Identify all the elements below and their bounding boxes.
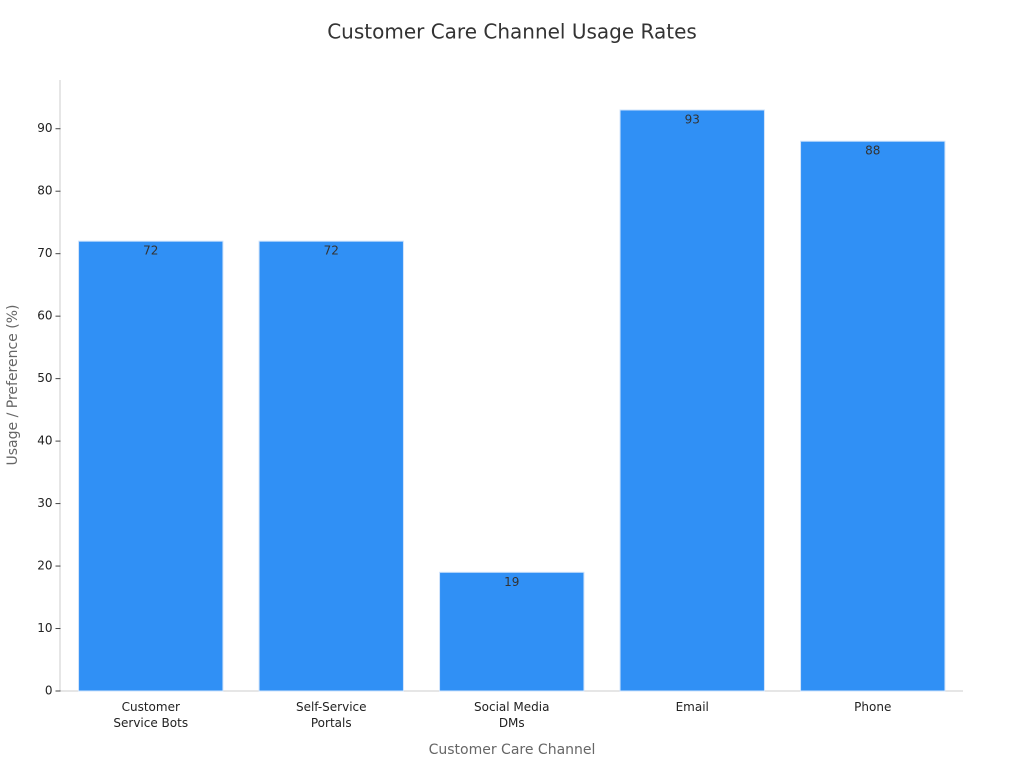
y-tick-label: 50 (37, 371, 52, 385)
y-tick-label: 10 (37, 621, 52, 635)
bar (78, 240, 224, 692)
y-tick-label: 70 (37, 246, 52, 260)
x-tick-label: Self-Service Portals (295, 700, 367, 730)
value-label: 72 (143, 244, 158, 258)
bar (258, 240, 404, 692)
y-tick-label: 90 (37, 121, 52, 135)
y-tick-label: 80 (37, 184, 52, 198)
x-axis-title: Customer Care Channel (429, 742, 596, 758)
y-tick-label: 60 (37, 309, 52, 323)
value-label: 19 (504, 575, 519, 589)
chart-title: Customer Care Channel Usage Rates (327, 20, 697, 44)
bar (439, 571, 585, 692)
y-tick-label: 40 (37, 434, 52, 448)
x-tick-label: Social Media DMs (474, 700, 550, 730)
x-tick-label: Phone (854, 700, 892, 714)
bar (619, 109, 765, 692)
value-label: 93 (685, 112, 700, 126)
value-label: 88 (865, 144, 880, 158)
y-axis-title: Usage / Preference (%) (5, 305, 21, 466)
x-tick-label: Customer Service Bots (113, 700, 189, 730)
y-tick-label: 30 (37, 496, 52, 510)
bar (800, 140, 946, 692)
x-tick-label: Email (675, 700, 709, 714)
value-label: 72 (324, 244, 339, 258)
y-tick-label: 20 (37, 559, 52, 573)
y-tick-label: 0 (45, 684, 53, 698)
